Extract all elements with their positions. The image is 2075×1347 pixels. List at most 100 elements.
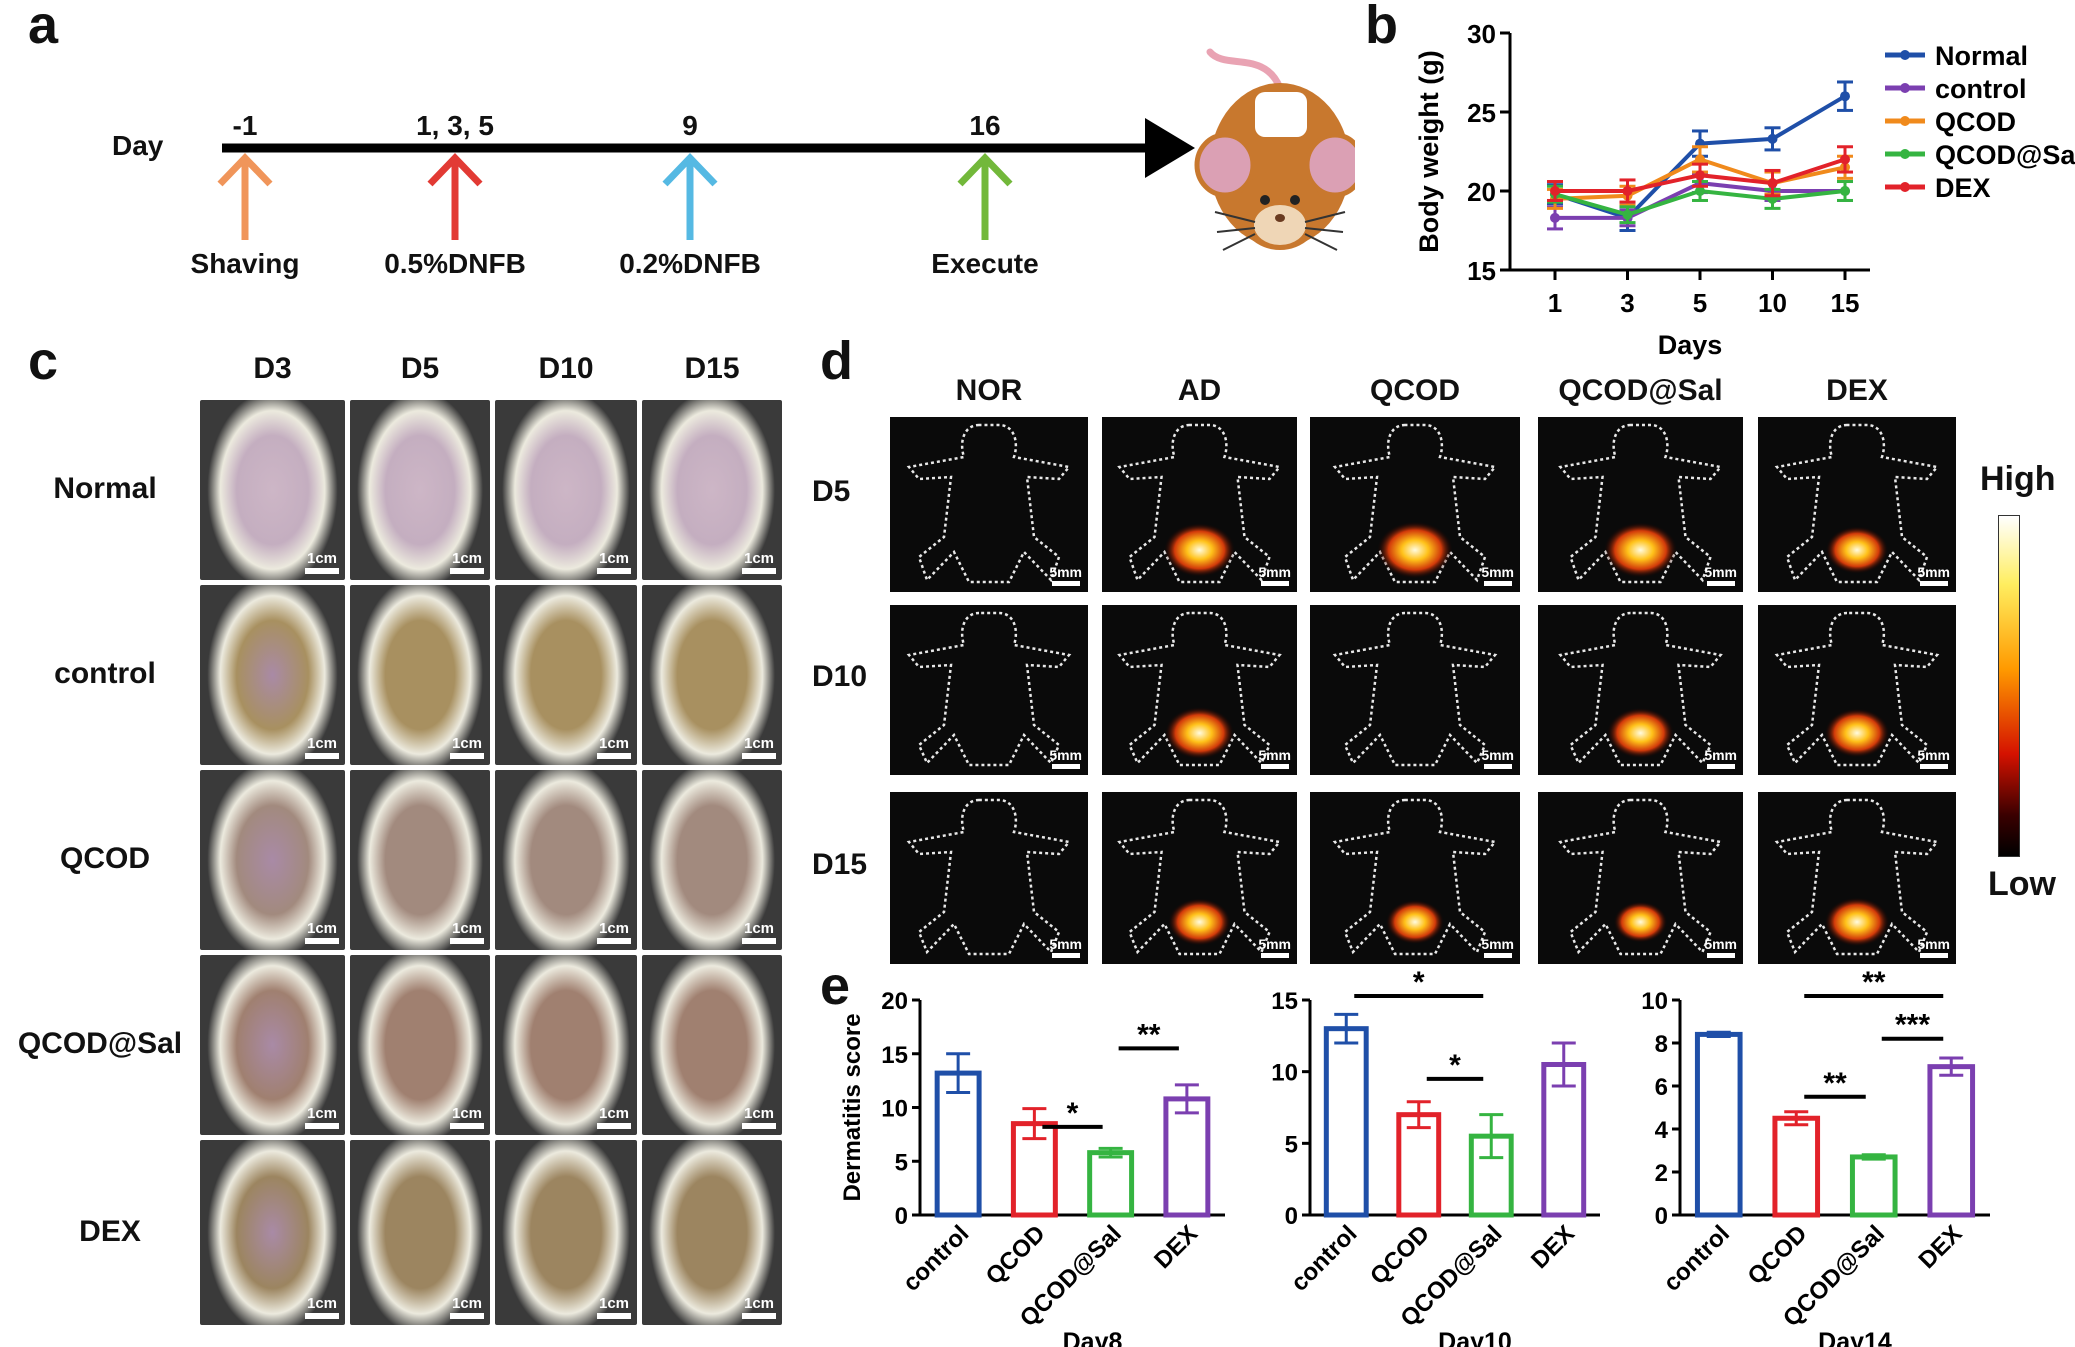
data-point: [1767, 178, 1778, 189]
scale-bar-label: 1cm: [306, 920, 338, 937]
fluorescence-image: 5mm: [1538, 792, 1743, 964]
scale-bar-label: 5mm: [1049, 936, 1082, 952]
mouse-outline: [906, 423, 1072, 584]
fluorescence-signal: [1824, 897, 1890, 947]
scale-bar-label: 5mm: [1258, 936, 1291, 952]
timeline-arrow-icon: [427, 152, 483, 240]
skin-photo: 1cm: [200, 400, 345, 580]
timeline-arrow-icon: [957, 152, 1013, 240]
y-tick-label: 6: [1655, 1074, 1668, 1101]
skin-photo: 1cm: [200, 585, 345, 765]
photo-column-header: D5: [400, 352, 440, 385]
data-point: [1840, 154, 1850, 165]
timeline-arrow-icon: [217, 152, 273, 240]
significance-marker: ***: [1895, 1009, 1930, 1042]
fluorescence-image: 5mm: [1538, 605, 1743, 775]
panel-letter-c: c: [28, 331, 59, 391]
fluorescence-image: 5mm: [1102, 605, 1297, 775]
scale-bar-label: 5mm: [1049, 747, 1082, 763]
significance-marker: **: [1862, 970, 1886, 999]
legend-label: Normal: [1935, 41, 2028, 71]
skin-photo: 1cm: [642, 585, 782, 765]
x-tick-label: 5: [1693, 288, 1707, 318]
scale-bar-label: 5mm: [1049, 564, 1082, 580]
scale-bar: 5mm: [1481, 747, 1514, 769]
x-tick-label: DEX: [1913, 1220, 1967, 1274]
data-point: [1840, 186, 1850, 196]
skin-photo: 1cm: [200, 770, 345, 950]
scale-bar-label: 1cm: [306, 550, 338, 567]
timeline-day-label: Day: [112, 130, 164, 161]
scale-bar-label: 1cm: [743, 920, 775, 937]
scale-bar: 5mm: [1481, 936, 1514, 958]
scale-bar-label: 5mm: [1704, 747, 1737, 763]
y-tick-label: 0: [895, 1203, 908, 1230]
x-tick-label: control: [898, 1220, 975, 1297]
timeline-day-value: -1: [232, 110, 258, 141]
scale-bar: 5mm: [1704, 564, 1737, 586]
fluorescence-column-header: AD: [1177, 374, 1222, 407]
timeline-arrowhead: [1145, 118, 1195, 178]
data-point: [1622, 209, 1633, 220]
x-tick-label: control: [1658, 1220, 1735, 1297]
scale-bar-label: 1cm: [598, 1295, 630, 1312]
scale-bar: 5mm: [1049, 747, 1082, 769]
timeline-event-label: Shaving: [190, 248, 300, 279]
x-tick-label: DEX: [1526, 1220, 1580, 1274]
mouse-outline: [906, 798, 1072, 956]
photo-row-label: QCOD: [60, 842, 150, 875]
mouse-outline: [1117, 423, 1282, 584]
scale-bar-label: 1cm: [451, 1105, 483, 1122]
mouse-outline: [906, 611, 1072, 767]
scale-bar: 5mm: [1258, 936, 1291, 958]
scale-bar-label: 1cm: [306, 1105, 338, 1122]
significance-marker: **: [1823, 1067, 1847, 1100]
skin-photo: 1cm: [642, 955, 782, 1135]
bar: [1849, 1154, 1898, 1218]
fluorescence-image: 5mm: [1758, 417, 1956, 592]
data-point: [1695, 170, 1705, 181]
bar: [1772, 1115, 1821, 1218]
mouse-outline: [1332, 423, 1498, 584]
fluorescence-column-header: NOR: [955, 374, 1023, 407]
y-tick-label: 0: [1285, 1203, 1298, 1230]
fluorescence-image: 5mm: [1758, 792, 1956, 964]
data-point: [1550, 212, 1560, 223]
skin-photo: 1cm: [642, 400, 782, 580]
scale-bar-label: 5mm: [1704, 564, 1737, 580]
x-axis-label: Day10: [1438, 1328, 1512, 1347]
skin-photo: 1cm: [495, 1140, 637, 1325]
scale-bar-label: 1cm: [598, 550, 630, 567]
photo-row-label: DEX: [79, 1214, 141, 1248]
y-tick-label: 10: [1641, 988, 1668, 1015]
fluorescence-signal: [1165, 707, 1234, 759]
scale-bar: 5mm: [1704, 936, 1737, 958]
photo-column-header: D15: [684, 352, 740, 385]
timeline-day-value: 1, 3, 5: [416, 110, 494, 141]
photo-column-header: D10: [538, 352, 594, 385]
scale-bar-label: 1cm: [743, 550, 775, 567]
body-weight-chart: 15 20 25 30 1 3 5 10 15 Days Body weight (g) Normal…: [1414, 19, 2075, 360]
scale-bar: 1cm: [597, 920, 631, 944]
colorbar-low-label: Low: [1988, 865, 2056, 903]
x-tick-label: 3: [1620, 288, 1634, 318]
scale-bar-label: 5mm: [1917, 747, 1950, 763]
fluorescence-image: 5mm: [1102, 417, 1297, 592]
y-tick-label: 15: [1467, 256, 1496, 286]
colorbar: [1998, 515, 2020, 857]
skin-photo: 1cm: [642, 770, 782, 950]
scale-bar-label: 5mm: [1481, 747, 1514, 763]
fluorescence-image: 5mm: [1102, 792, 1297, 964]
mouse-outline: [1117, 611, 1282, 767]
data-point: [1622, 186, 1633, 196]
timeline-day-value: 16: [969, 110, 1001, 141]
scale-bar-label: 1cm: [451, 550, 483, 567]
scale-bar: 5mm: [1917, 936, 1950, 958]
fluorescence-column-header: DEX: [1826, 374, 1888, 407]
panel-letter-e: e: [820, 956, 851, 1016]
scale-bar-label: 1cm: [598, 735, 630, 752]
scale-bar: 1cm: [597, 550, 631, 574]
x-tick-label: QCOD: [1365, 1220, 1435, 1290]
fluorescence-row-label: D5: [812, 474, 851, 508]
